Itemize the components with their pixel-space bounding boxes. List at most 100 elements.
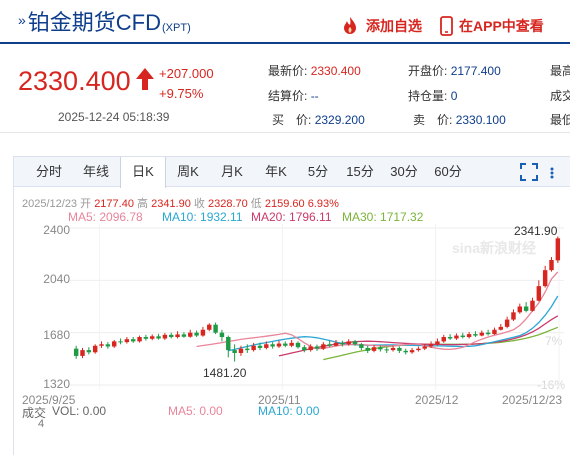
candle-body <box>454 335 459 339</box>
ma5-line <box>196 271 559 351</box>
candle-body <box>340 342 345 345</box>
tab-timeshare[interactable]: 分时 <box>35 164 62 179</box>
candle-body <box>175 334 180 338</box>
field-settle: 结算价: -- <box>268 89 319 103</box>
candle-body <box>333 342 339 346</box>
y-tick-label: 2400 <box>43 223 70 237</box>
tab-yearly-k[interactable]: 年K <box>265 164 287 179</box>
candle-body <box>238 348 244 354</box>
candle-body <box>207 324 212 330</box>
page-title: 铂金期货CFD <box>27 10 162 35</box>
candle-body <box>105 344 111 347</box>
more-icon[interactable] <box>547 167 557 179</box>
candle-body <box>118 341 123 343</box>
fullscreen-icon[interactable] <box>519 162 539 182</box>
candle-body <box>542 270 548 287</box>
candle-body <box>479 332 484 336</box>
tab-15min[interactable]: 15分 <box>346 164 374 179</box>
candle-body <box>365 347 370 351</box>
volume-ma5: MA5: 0.00 <box>168 404 223 418</box>
open-app-button[interactable]: 在APP中查看 <box>440 16 544 36</box>
page-header: » 铂金期货CFD (XPT) 添加自选 在APP中查看 <box>0 0 570 44</box>
candle-body <box>86 350 92 353</box>
candle-body <box>188 332 193 337</box>
candle-body <box>523 306 529 311</box>
candle-body <box>466 334 472 338</box>
tab-60min[interactable]: 60分 <box>434 164 462 179</box>
candle-body <box>181 334 187 337</box>
candle-body <box>169 334 174 338</box>
candle-body <box>232 350 237 354</box>
ohlc-info: 2025/12/23 开 2177.40 高 2341.90 收 2328.70… <box>22 198 339 210</box>
field-latest: 最新价: 2330.400 <box>268 64 361 78</box>
tab-weekly-k[interactable]: 周K <box>177 164 199 179</box>
x-tick-label: 2025/12/23 <box>502 393 563 407</box>
candle-body <box>492 329 497 335</box>
candle-body <box>460 335 465 338</box>
candle-body <box>73 348 79 356</box>
field-low: 最低 <box>550 113 570 127</box>
candle-body <box>143 337 149 339</box>
candle-body <box>555 238 561 261</box>
candle-body <box>327 344 332 346</box>
candle-body <box>200 329 206 336</box>
double-chevron-icon: » <box>18 12 26 28</box>
tab-5min[interactable]: 5分 <box>307 164 329 179</box>
field-volume: 成交 <box>550 89 570 103</box>
volume-ma10: MA10: 0.00 <box>258 404 320 418</box>
candle-body <box>124 339 130 343</box>
x-tick-label: 2025/9/25 <box>22 393 76 407</box>
candle-body <box>150 336 155 339</box>
candle-body <box>485 332 491 335</box>
candle-body <box>80 350 85 356</box>
change-percent: +9.75% <box>159 86 204 101</box>
candle-body <box>441 337 446 342</box>
field-open: 开盘价: 2177.400 <box>408 64 501 78</box>
divider <box>0 132 570 133</box>
phone-icon <box>440 16 453 36</box>
candle-body <box>422 346 427 349</box>
tab-monthly-k[interactable]: 月K <box>221 164 243 179</box>
candle-body <box>162 334 168 339</box>
chart-panel <box>13 156 570 455</box>
tab-year-line[interactable]: 年线 <box>82 164 109 179</box>
change-value: +207.000 <box>159 66 214 81</box>
candle-body <box>504 319 510 327</box>
candle-body <box>346 341 351 345</box>
candle-body <box>130 339 136 342</box>
candle-body <box>219 332 225 338</box>
add-watchlist-button[interactable]: 添加自选 <box>340 16 422 36</box>
candle-body <box>378 347 383 350</box>
candle-body <box>270 344 275 347</box>
last-price: 2330.400 <box>18 66 131 96</box>
watermark: sina新浪财经 <box>452 240 537 256</box>
percent-label: 7% <box>545 334 563 348</box>
field-bid: 买 价: 2329.200 <box>272 113 365 127</box>
candle-body <box>295 342 301 348</box>
candle-body <box>435 341 440 345</box>
candle-body <box>390 347 396 351</box>
volume-unit: 4 <box>38 418 45 430</box>
kline-chart[interactable] <box>70 224 564 389</box>
candle-body <box>473 334 478 336</box>
y-tick-label: 2040 <box>43 272 70 286</box>
arrow-up-icon <box>136 68 154 90</box>
candle-body <box>549 259 554 271</box>
candle-body <box>245 348 250 351</box>
y-tick-label: 1320 <box>43 377 70 391</box>
ma5-legend: MA5: 2096.78 <box>68 210 143 224</box>
candle-body <box>447 337 453 339</box>
product-code: (XPT) <box>162 22 191 34</box>
candle-body <box>359 344 364 348</box>
tab-30min[interactable]: 30分 <box>390 164 418 179</box>
tab-daily-k[interactable]: 日K <box>120 157 166 188</box>
high-annotation: 2341.90 <box>514 224 558 238</box>
x-tick-label: 2025/11 <box>258 393 301 407</box>
ma30-legend: MA30: 1717.32 <box>342 210 424 224</box>
flame-icon <box>344 17 356 34</box>
ma10-legend: MA10: 1932.11 <box>162 210 243 224</box>
candle-body <box>92 345 98 353</box>
candle-body <box>111 341 117 347</box>
candle-body <box>156 336 161 339</box>
candle-body <box>352 341 358 345</box>
